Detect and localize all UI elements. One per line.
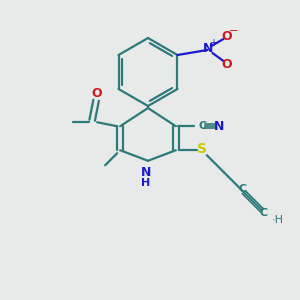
Text: N: N [214,120,224,133]
Text: O: O [221,29,232,43]
Text: O: O [221,58,232,70]
Text: N: N [203,43,214,56]
Text: ·H: ·H [272,215,284,225]
Text: N: N [141,166,151,179]
Text: C: C [260,208,268,218]
Text: −: − [229,26,238,36]
Text: +: + [209,38,217,48]
Text: C: C [199,121,207,131]
Text: S: S [197,142,207,156]
Text: H: H [141,178,151,188]
Text: C: C [239,184,247,194]
Text: O: O [92,87,103,100]
